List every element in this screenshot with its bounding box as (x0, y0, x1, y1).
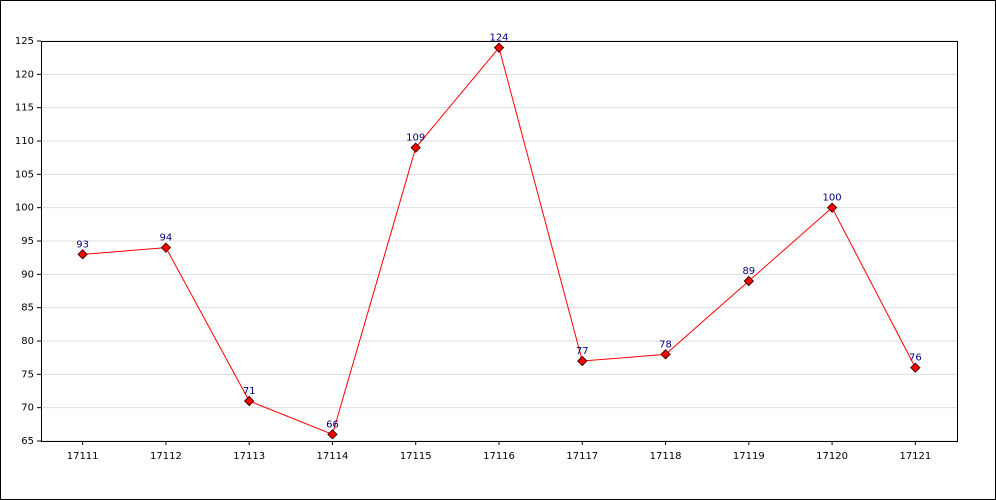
marker (743, 275, 755, 287)
value-label: 76 (909, 353, 922, 364)
x-tick-label: 17121 (899, 451, 931, 462)
x-tick-label: 17111 (67, 451, 99, 462)
value-label: 93 (76, 239, 89, 250)
y-tick-label: 85 (21, 303, 34, 314)
y-tick-label: 125 (15, 36, 34, 47)
marker (577, 355, 588, 367)
value-label: 94 (160, 233, 173, 244)
x-tick-label: 17115 (400, 451, 432, 462)
marker (660, 349, 671, 360)
marker (243, 395, 255, 407)
y-tick-label: 65 (21, 436, 34, 447)
value-label: 78 (659, 339, 672, 350)
y-tick-label: 120 (15, 69, 34, 80)
x-tick-label: 17119 (733, 451, 765, 462)
x-tick-label: 17116 (483, 451, 515, 462)
y-tick-label: 90 (21, 269, 34, 280)
x-tick-label: 17112 (150, 451, 182, 462)
marker (160, 242, 172, 253)
y-tick-label: 95 (21, 236, 34, 247)
marker (826, 202, 838, 213)
value-label: 66 (326, 419, 339, 430)
x-tick-label: 17118 (650, 451, 682, 462)
x-tick-label: 17117 (566, 451, 598, 462)
y-tick-label: 100 (15, 203, 34, 214)
value-label: 124 (489, 33, 508, 44)
y-tick-label: 75 (21, 369, 34, 380)
y-tick-label: 115 (15, 103, 34, 114)
marker (410, 142, 421, 153)
x-tick-label: 17114 (317, 451, 349, 462)
marker (327, 429, 338, 440)
value-label: 77 (576, 346, 589, 357)
y-tick-label: 105 (15, 169, 34, 180)
x-tick-label: 17120 (816, 451, 848, 462)
marker (493, 42, 505, 53)
y-tick-label: 70 (21, 403, 34, 414)
marker (910, 362, 921, 373)
y-tick-label: 80 (21, 336, 34, 347)
value-label: 71 (243, 386, 256, 397)
value-label: 89 (742, 266, 755, 277)
x-tick-label: 17113 (233, 451, 265, 462)
value-label: 100 (823, 193, 842, 204)
value-label: 109 (406, 133, 425, 144)
y-tick-label: 110 (15, 136, 34, 147)
marker (77, 249, 88, 260)
